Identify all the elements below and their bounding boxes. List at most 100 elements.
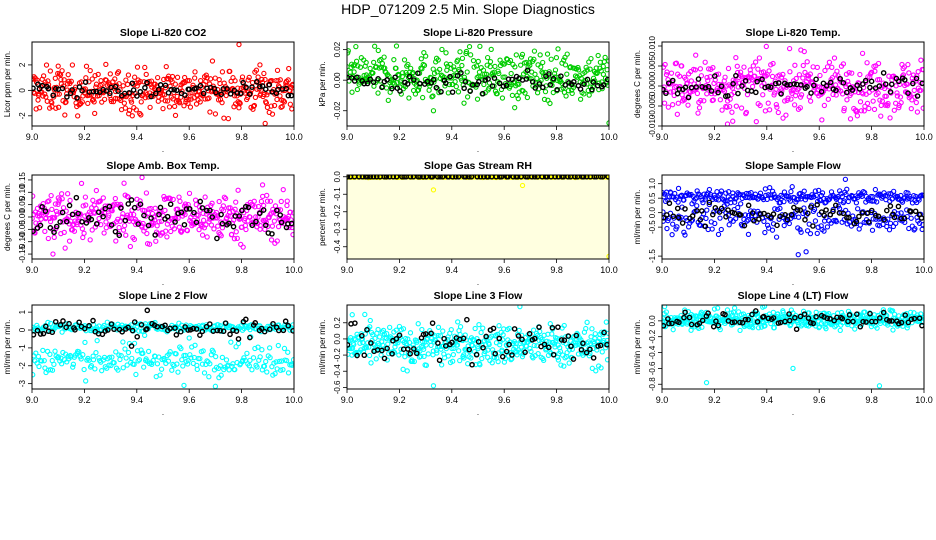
data-point bbox=[223, 357, 230, 363]
data-point bbox=[167, 325, 173, 332]
data-point bbox=[193, 326, 200, 332]
data-point bbox=[843, 89, 850, 96]
data-point bbox=[140, 350, 146, 356]
data-point bbox=[278, 198, 284, 205]
data-point bbox=[498, 175, 505, 180]
data-point bbox=[188, 96, 194, 102]
data-point bbox=[200, 90, 207, 97]
data-point bbox=[90, 96, 96, 103]
data-point bbox=[400, 326, 407, 332]
data-point bbox=[237, 100, 243, 107]
data-point bbox=[123, 77, 129, 83]
y-tick-label: -0.6 bbox=[333, 380, 342, 394]
data-point bbox=[435, 332, 441, 339]
data-point bbox=[461, 355, 467, 361]
data-point bbox=[256, 83, 263, 90]
data-point bbox=[199, 232, 206, 238]
data-point bbox=[724, 104, 730, 110]
y-tick-label: -0.3 bbox=[333, 222, 342, 236]
data-point bbox=[531, 48, 538, 54]
data-point bbox=[473, 351, 480, 358]
x-tick-label: 9.6 bbox=[498, 395, 511, 405]
data-point bbox=[766, 68, 772, 74]
data-point bbox=[912, 226, 918, 232]
data-point bbox=[703, 215, 709, 222]
y-tick-label: 0.000 bbox=[648, 75, 657, 96]
data-point bbox=[106, 203, 113, 210]
data-point bbox=[729, 109, 735, 115]
data-point bbox=[665, 80, 672, 86]
data-point bbox=[729, 312, 735, 318]
data-point bbox=[528, 348, 534, 355]
data-point bbox=[695, 76, 702, 82]
data-point bbox=[281, 99, 288, 105]
data-point bbox=[129, 113, 135, 119]
data-point bbox=[885, 102, 891, 109]
data-point bbox=[35, 353, 42, 360]
data-point bbox=[850, 318, 856, 325]
data-point bbox=[722, 74, 728, 80]
data-point bbox=[844, 214, 850, 221]
data-point bbox=[259, 182, 266, 188]
data-point bbox=[86, 79, 92, 85]
data-point bbox=[63, 324, 69, 331]
y-axis-label: Licor ppm per min. bbox=[3, 51, 12, 117]
data-point bbox=[685, 94, 692, 101]
data-point bbox=[99, 331, 106, 338]
data-point bbox=[513, 52, 519, 58]
data-point bbox=[841, 108, 847, 114]
data-point bbox=[218, 91, 225, 98]
data-point bbox=[159, 323, 166, 330]
data-point bbox=[361, 352, 368, 359]
data-point bbox=[267, 198, 274, 204]
data-point bbox=[209, 58, 216, 64]
data-point bbox=[898, 215, 904, 222]
data-point bbox=[186, 86, 193, 93]
data-point bbox=[384, 331, 390, 337]
data-point bbox=[724, 201, 730, 207]
plot-background bbox=[347, 175, 609, 259]
data-point bbox=[123, 355, 129, 361]
data-point bbox=[36, 105, 43, 111]
x-tick-label: 9.8 bbox=[865, 395, 878, 405]
x-tick-label: 9.2 bbox=[78, 132, 91, 142]
data-point bbox=[494, 90, 500, 97]
data-point bbox=[587, 66, 593, 72]
data-point bbox=[95, 71, 101, 78]
data-point bbox=[519, 336, 525, 343]
data-point bbox=[407, 175, 414, 180]
data-point bbox=[477, 175, 484, 180]
data-point bbox=[362, 311, 368, 318]
data-point bbox=[901, 77, 908, 83]
data-point bbox=[242, 215, 248, 222]
data-point bbox=[64, 94, 70, 100]
y-tick-label: 0.0 bbox=[333, 171, 342, 183]
x-axis-label: . bbox=[477, 145, 479, 154]
data-point bbox=[673, 60, 680, 66]
data-point bbox=[507, 57, 514, 64]
x-tick-label: 9.6 bbox=[183, 265, 196, 275]
data-point bbox=[389, 350, 395, 357]
y-tick-label: -0.8 bbox=[648, 377, 657, 391]
data-point bbox=[266, 81, 273, 88]
data-point bbox=[87, 67, 93, 74]
data-point bbox=[247, 357, 253, 363]
data-point bbox=[700, 199, 706, 206]
data-point bbox=[61, 77, 67, 83]
data-point bbox=[186, 206, 193, 212]
data-point bbox=[861, 108, 867, 114]
data-point bbox=[694, 314, 700, 320]
data-point bbox=[600, 71, 607, 78]
data-point bbox=[411, 77, 417, 83]
data-point bbox=[220, 207, 227, 214]
data-point bbox=[217, 363, 223, 369]
data-point bbox=[569, 90, 575, 97]
data-point bbox=[805, 210, 811, 217]
data-point bbox=[829, 74, 836, 81]
data-point bbox=[441, 335, 447, 342]
data-point bbox=[460, 335, 467, 342]
data-point bbox=[749, 83, 756, 90]
data-point bbox=[115, 88, 121, 94]
data-point bbox=[819, 117, 825, 123]
data-point bbox=[461, 85, 467, 92]
